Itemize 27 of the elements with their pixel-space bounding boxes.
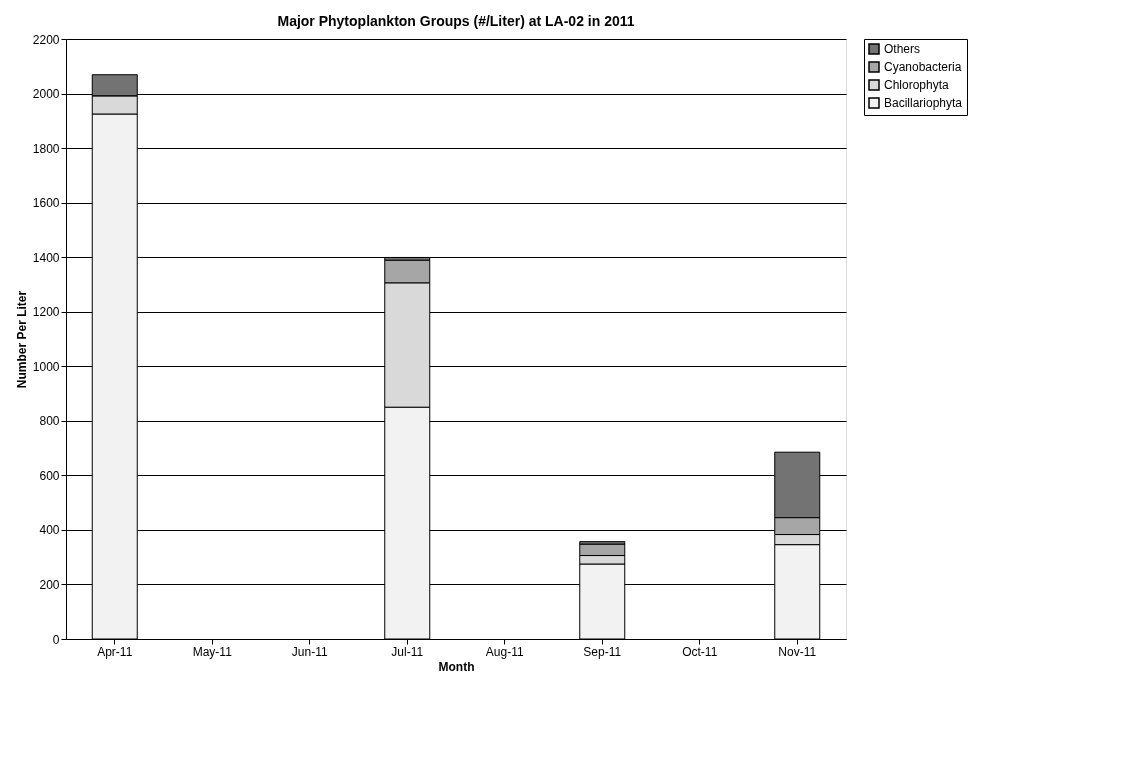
y-tick-label: 1400 xyxy=(32,250,60,265)
x-tick-label: Oct-11 xyxy=(682,644,718,659)
y-tick-label: 600 xyxy=(39,468,60,483)
y-tick-label: 1000 xyxy=(32,359,60,374)
y-tick-label: 2200 xyxy=(32,32,60,47)
x-tick-label: Jun-11 xyxy=(291,644,328,659)
y-tick-label: 1600 xyxy=(32,196,60,211)
y-tick-label: 0 xyxy=(52,632,60,647)
x-axis-title: Month xyxy=(438,659,475,674)
y-tick-label: 1200 xyxy=(32,305,60,320)
x-tick-label: Jul-11 xyxy=(391,644,424,659)
chart-title: Major Phytoplankton Groups (#/Liter) at LA-02 in 2011 xyxy=(277,13,635,29)
y-tick-label: 800 xyxy=(39,414,60,429)
y-tick-label: 200 xyxy=(39,577,60,592)
legend-label: Bacillariophyta xyxy=(884,96,963,110)
y-tick-label: 1800 xyxy=(32,141,60,156)
x-tick-label: Sep-11 xyxy=(583,644,622,659)
y-tick-label: 2000 xyxy=(32,87,60,102)
legend-label: Others xyxy=(884,42,921,56)
legend-label: Chlorophyta xyxy=(884,78,950,92)
x-tick-label: Aug-11 xyxy=(485,644,524,659)
x-tick-label: May-11 xyxy=(192,644,233,659)
legend-label: Cyanobacteria xyxy=(884,60,962,74)
y-axis-title: Number Per Liter xyxy=(14,290,29,389)
x-tick-label: Nov-11 xyxy=(778,644,817,659)
x-tick-label: Apr-11 xyxy=(97,644,133,659)
y-tick-label: 400 xyxy=(39,523,60,538)
